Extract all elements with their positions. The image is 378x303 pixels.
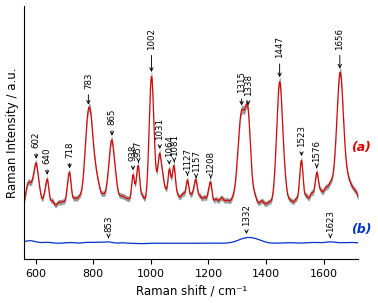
Text: 783: 783 xyxy=(84,73,93,104)
Text: 1576: 1576 xyxy=(312,140,321,168)
Text: 938: 938 xyxy=(129,145,138,169)
Text: (a): (a) xyxy=(351,141,371,154)
Text: 1623: 1623 xyxy=(326,210,335,238)
Text: 957: 957 xyxy=(134,141,143,162)
Text: 1523: 1523 xyxy=(297,125,306,155)
Text: 718: 718 xyxy=(65,142,74,168)
Text: 1315: 1315 xyxy=(237,72,246,105)
Text: 1338: 1338 xyxy=(244,74,253,104)
Text: 1447: 1447 xyxy=(275,36,284,76)
Text: 1208: 1208 xyxy=(206,151,215,178)
Text: 1656: 1656 xyxy=(335,28,344,68)
Text: 640: 640 xyxy=(43,148,52,174)
Text: 1157: 1157 xyxy=(192,150,201,178)
Y-axis label: Raman Intensity / a.u.: Raman Intensity / a.u. xyxy=(6,67,19,198)
Text: 1081: 1081 xyxy=(170,135,179,162)
Text: 1064: 1064 xyxy=(165,135,174,164)
Text: 853: 853 xyxy=(104,215,113,238)
Text: 865: 865 xyxy=(107,109,116,135)
Text: 1002: 1002 xyxy=(147,28,156,71)
Text: 1332: 1332 xyxy=(242,204,251,233)
Text: 1031: 1031 xyxy=(155,118,164,148)
Text: 602: 602 xyxy=(32,132,41,158)
X-axis label: Raman shift / cm⁻¹: Raman shift / cm⁻¹ xyxy=(136,285,247,298)
Text: (b): (b) xyxy=(351,223,372,236)
Text: 1127: 1127 xyxy=(183,148,192,176)
